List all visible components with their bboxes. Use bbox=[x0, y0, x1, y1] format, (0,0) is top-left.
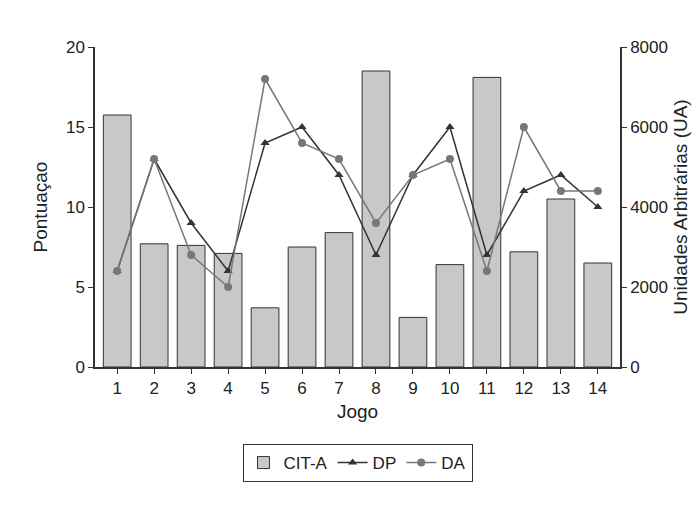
svg-text:13: 13 bbox=[551, 379, 570, 398]
svg-text:8000: 8000 bbox=[630, 38, 668, 57]
svg-text:Pontuaçao: Pontuaçao bbox=[30, 162, 51, 253]
svg-text:Jogo: Jogo bbox=[337, 401, 378, 422]
svg-text:11: 11 bbox=[478, 379, 496, 398]
svg-text:10: 10 bbox=[66, 198, 85, 217]
svg-text:5: 5 bbox=[260, 379, 269, 398]
svg-text:1: 1 bbox=[112, 379, 121, 398]
svg-text:0: 0 bbox=[75, 358, 84, 377]
svg-text:15: 15 bbox=[66, 118, 85, 137]
svg-text:8: 8 bbox=[371, 379, 380, 398]
svg-text:20: 20 bbox=[66, 38, 85, 57]
svg-text:10: 10 bbox=[440, 379, 459, 398]
svg-text:2: 2 bbox=[149, 379, 158, 398]
svg-text:12: 12 bbox=[514, 379, 533, 398]
svg-text:DP: DP bbox=[373, 454, 397, 473]
svg-text:4: 4 bbox=[223, 379, 232, 398]
svg-text:6: 6 bbox=[297, 379, 306, 398]
svg-text:CIT-A: CIT-A bbox=[284, 454, 328, 473]
svg-text:14: 14 bbox=[588, 379, 607, 398]
svg-text:7: 7 bbox=[334, 379, 343, 398]
svg-text:Unidades Arbitrárias (UA): Unidades Arbitrárias (UA) bbox=[670, 99, 691, 314]
svg-text:5: 5 bbox=[75, 278, 84, 297]
svg-text:6000: 6000 bbox=[630, 118, 668, 137]
svg-text:4000: 4000 bbox=[630, 198, 668, 217]
svg-text:3: 3 bbox=[186, 379, 195, 398]
svg-text:DA: DA bbox=[441, 454, 465, 473]
svg-text:2000: 2000 bbox=[630, 278, 668, 297]
svg-text:0: 0 bbox=[630, 358, 639, 377]
svg-text:9: 9 bbox=[408, 379, 417, 398]
